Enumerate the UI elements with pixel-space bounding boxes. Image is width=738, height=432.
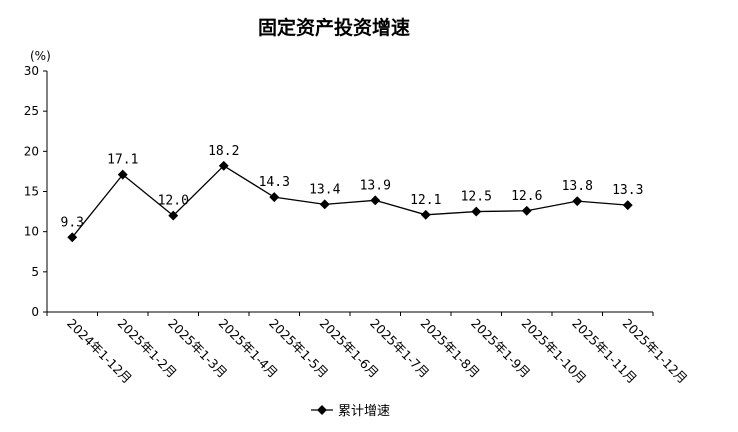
data-label: 12.1 — [410, 193, 441, 208]
data-label: 13.3 — [612, 183, 643, 198]
data-label: 13.4 — [309, 182, 340, 197]
data-point — [269, 192, 280, 203]
data-label: 14.3 — [259, 175, 290, 190]
data-label: 13.8 — [562, 179, 593, 194]
legend: 累计增速 — [311, 404, 390, 419]
series-line — [71, 164, 628, 238]
data-point — [622, 200, 633, 211]
data-point — [117, 169, 128, 180]
y-axis-unit: (%) — [30, 49, 51, 63]
y-tick-label: 25 — [24, 104, 39, 118]
data-point — [471, 206, 482, 217]
data-point — [521, 205, 532, 216]
x-axis-ticks: 2024年1-12月2025年1-2月2025年1-3月2025年1-4月202… — [46, 312, 690, 386]
data-label: 9.3 — [61, 215, 84, 230]
data-markers — [67, 160, 633, 243]
y-tick-label: 15 — [24, 185, 39, 199]
data-point — [370, 195, 381, 206]
y-tick-label: 30 — [24, 64, 39, 78]
y-tick-label: 0 — [31, 305, 39, 319]
legend-marker-diamond — [317, 405, 327, 415]
data-label: 13.9 — [360, 178, 391, 193]
data-point — [420, 209, 431, 220]
y-tick-label: 5 — [31, 265, 39, 279]
legend-label: 累计增速 — [338, 404, 390, 419]
data-labels: 9.3 17.1 12.0 18.2 14.3 13.4 13.9 12.1 12.5 12.6 1… — [61, 144, 644, 230]
data-point — [319, 199, 330, 210]
series-lines — [71, 164, 628, 238]
data-label: 12.6 — [511, 189, 542, 204]
y-tick-label: 20 — [24, 144, 39, 158]
data-point — [168, 210, 179, 221]
y-tick-label: 10 — [24, 225, 39, 239]
data-label: 12.5 — [461, 190, 492, 205]
data-point — [218, 160, 229, 171]
y-axis-ticks: 0 5 10 15 20 25 30 — [24, 64, 47, 319]
data-label: 12.0 — [158, 194, 189, 209]
data-label: 17.1 — [107, 153, 138, 168]
data-label: 18.2 — [208, 144, 239, 159]
data-point — [67, 232, 78, 243]
chart-title: 固定资产投资增速 — [258, 16, 410, 39]
data-point — [572, 196, 583, 207]
